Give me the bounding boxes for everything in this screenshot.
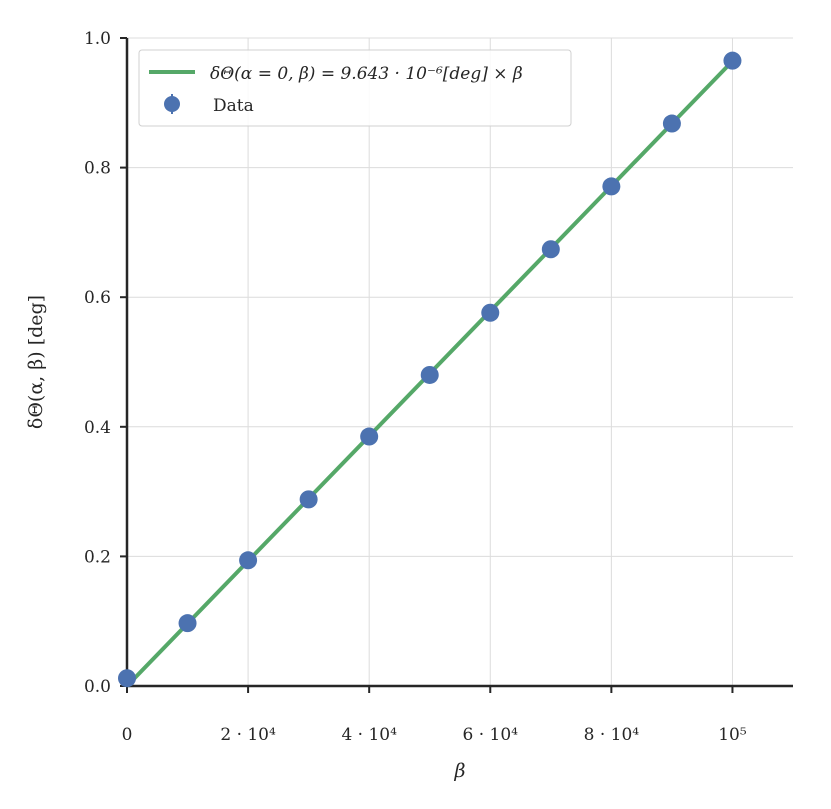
y-tick-label: 0.4 xyxy=(84,418,111,438)
legend: δΘ(α = 0, β) = 9.643 · 10⁻⁶[deg] × β Dat… xyxy=(138,49,572,127)
data-point xyxy=(481,303,500,322)
y-tick-label: 1.0 xyxy=(84,29,111,49)
data-point xyxy=(662,114,681,133)
data-point xyxy=(541,240,560,259)
y-axis-label: δΘ(α, β) [deg] xyxy=(25,295,47,429)
data-point xyxy=(602,177,621,196)
data-point xyxy=(420,365,439,384)
y-tick-label: 0.0 xyxy=(84,677,111,697)
x-tick-label: 2 · 10⁴ xyxy=(220,725,276,745)
legend-box xyxy=(138,49,572,127)
data-point xyxy=(360,427,379,446)
data-point xyxy=(723,51,742,70)
data-point xyxy=(118,669,136,688)
legend-marker-label: Data xyxy=(213,96,254,116)
series xyxy=(118,51,742,688)
grid xyxy=(127,37,793,686)
y-tick-label: 0.2 xyxy=(84,547,111,567)
x-axis-label: β xyxy=(454,760,466,782)
legend-line-label: δΘ(α = 0, β) = 9.643 · 10⁻⁶[deg] × β xyxy=(210,64,523,84)
x-tick-label: 8 · 10⁴ xyxy=(584,725,640,745)
x-tick-label: 6 · 10⁴ xyxy=(463,725,519,745)
x-tick-label: 10⁵ xyxy=(718,725,747,745)
ticks: 0 2 · 10⁴ 4 · 10⁴ 6 · 10⁴ 8 · 10⁴ 10⁵ 0.0 0.2 0.… xyxy=(84,29,747,745)
data-point xyxy=(239,551,258,570)
data-point xyxy=(178,614,197,633)
axes xyxy=(125,38,793,688)
x-tick-label: 0 xyxy=(122,725,133,745)
y-tick-label: 0.6 xyxy=(84,288,111,308)
y-tick-label: 0.8 xyxy=(84,159,111,179)
data-point xyxy=(299,490,318,509)
x-tick-label: 4 · 10⁴ xyxy=(341,725,397,745)
